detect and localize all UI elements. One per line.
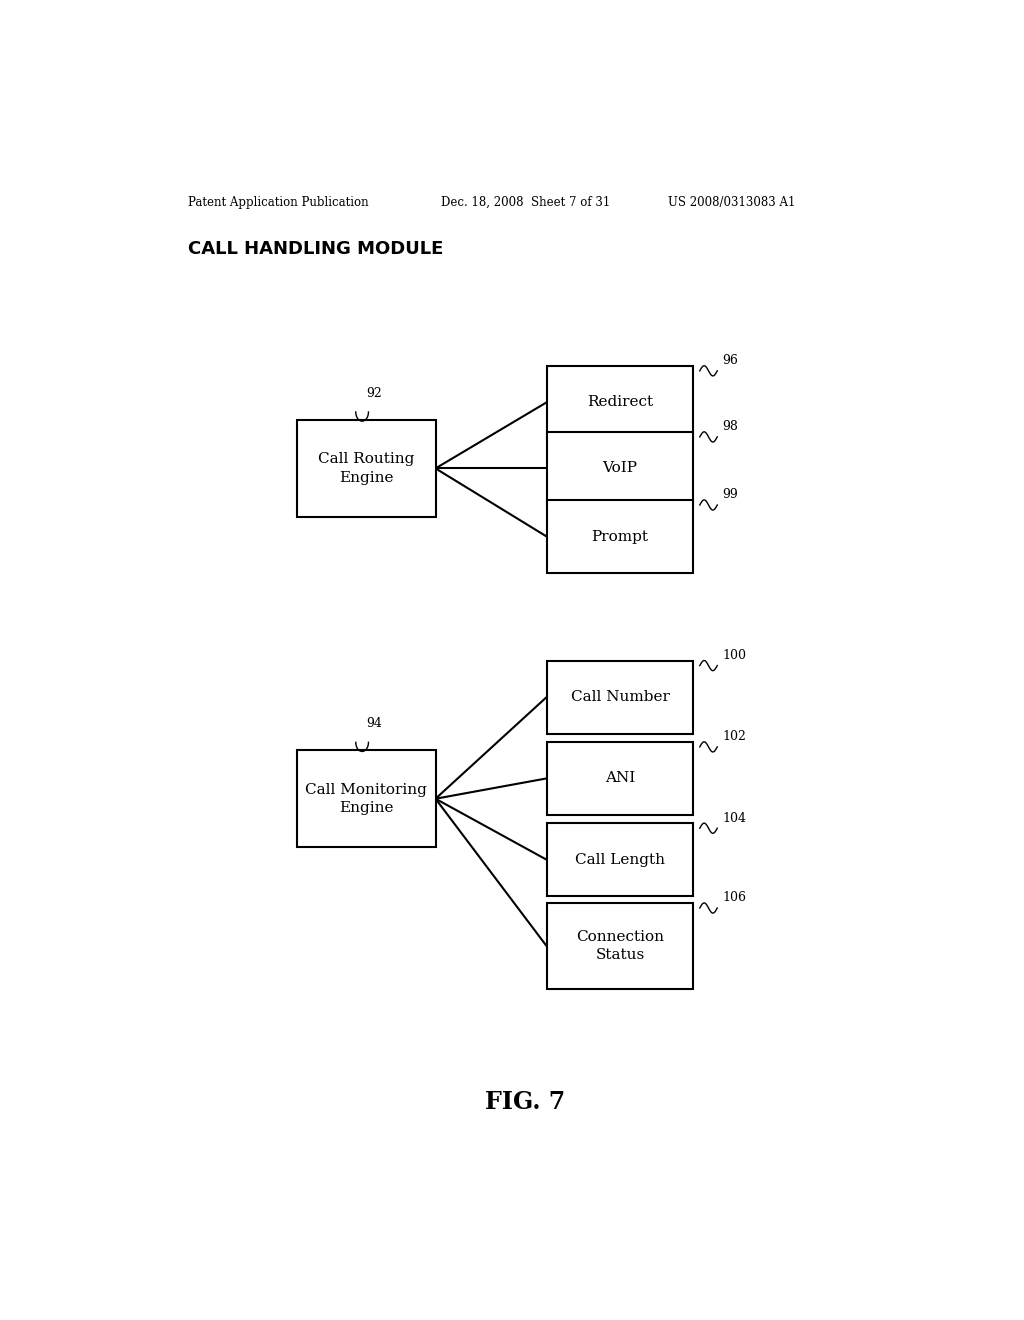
Text: 106: 106 bbox=[722, 891, 746, 904]
Text: Call Length: Call Length bbox=[575, 853, 665, 867]
Bar bbox=[547, 432, 693, 506]
Text: 100: 100 bbox=[722, 649, 746, 661]
Text: ANI: ANI bbox=[605, 771, 635, 785]
Bar bbox=[297, 420, 435, 516]
Text: US 2008/0313083 A1: US 2008/0313083 A1 bbox=[668, 195, 795, 209]
Text: Call Routing
Engine: Call Routing Engine bbox=[317, 453, 415, 484]
Text: 98: 98 bbox=[722, 420, 738, 433]
Text: VoIP: VoIP bbox=[602, 462, 638, 475]
Text: 104: 104 bbox=[722, 812, 746, 825]
Text: 99: 99 bbox=[722, 488, 737, 502]
Text: Call Monitoring
Engine: Call Monitoring Engine bbox=[305, 783, 427, 814]
Bar bbox=[547, 660, 693, 734]
Text: 96: 96 bbox=[722, 354, 738, 367]
Bar bbox=[547, 366, 693, 440]
Bar bbox=[547, 742, 693, 814]
Text: CALL HANDLING MODULE: CALL HANDLING MODULE bbox=[187, 240, 443, 257]
Bar bbox=[547, 903, 693, 989]
Text: Patent Application Publication: Patent Application Publication bbox=[187, 195, 369, 209]
Text: 94: 94 bbox=[367, 717, 382, 730]
Text: 92: 92 bbox=[367, 387, 382, 400]
Bar bbox=[547, 500, 693, 573]
Bar bbox=[547, 824, 693, 896]
Bar bbox=[297, 751, 435, 847]
Text: FIG. 7: FIG. 7 bbox=[484, 1089, 565, 1114]
Text: 102: 102 bbox=[722, 730, 745, 743]
Text: Redirect: Redirect bbox=[587, 395, 653, 409]
Text: Prompt: Prompt bbox=[592, 529, 648, 544]
Text: Call Number: Call Number bbox=[570, 690, 670, 704]
Text: Connection
Status: Connection Status bbox=[577, 929, 664, 962]
Text: Dec. 18, 2008  Sheet 7 of 31: Dec. 18, 2008 Sheet 7 of 31 bbox=[441, 195, 610, 209]
